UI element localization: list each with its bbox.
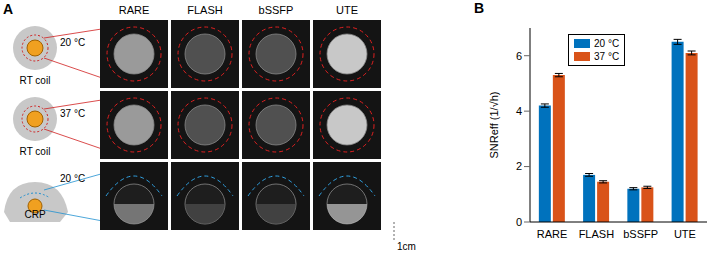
svg-text:FLASH: FLASH <box>187 4 223 16</box>
html-text:37 °C: 37 °C <box>594 51 620 62</box>
svg-text:6: 6 <box>516 50 522 62</box>
svg-text:RT coil: RT coil <box>20 146 51 157</box>
svg-text:bSSFP: bSSFP <box>259 4 294 16</box>
html-text:20 °C: 20 °C <box>594 38 620 49</box>
svg-text:RARE: RARE <box>119 4 150 16</box>
svg-text:A: A <box>3 1 13 17</box>
svg-text:20 °C: 20 °C <box>60 37 85 48</box>
svg-text:20 °C: 20 °C <box>60 173 85 184</box>
svg-text:37 °C: 37 °C <box>60 108 85 119</box>
svg-text:4: 4 <box>516 105 522 117</box>
svg-text:CRP: CRP <box>24 209 45 220</box>
svg-text:UTE: UTE <box>674 228 696 240</box>
svg-text:RARE: RARE <box>537 228 568 240</box>
html-text:B: B <box>474 0 485 16</box>
svg-text:UTE: UTE <box>336 4 358 16</box>
svg-text:0: 0 <box>516 216 522 228</box>
svg-text:RT coil: RT coil <box>20 75 51 86</box>
svg-text:FLASH: FLASH <box>579 228 615 240</box>
svg-text:SNReff (1/√h): SNReff (1/√h) <box>488 92 500 159</box>
svg-text:bSSFP: bSSFP <box>623 228 658 240</box>
svg-text:1cm: 1cm <box>397 241 416 252</box>
svg-text:2: 2 <box>516 160 522 172</box>
